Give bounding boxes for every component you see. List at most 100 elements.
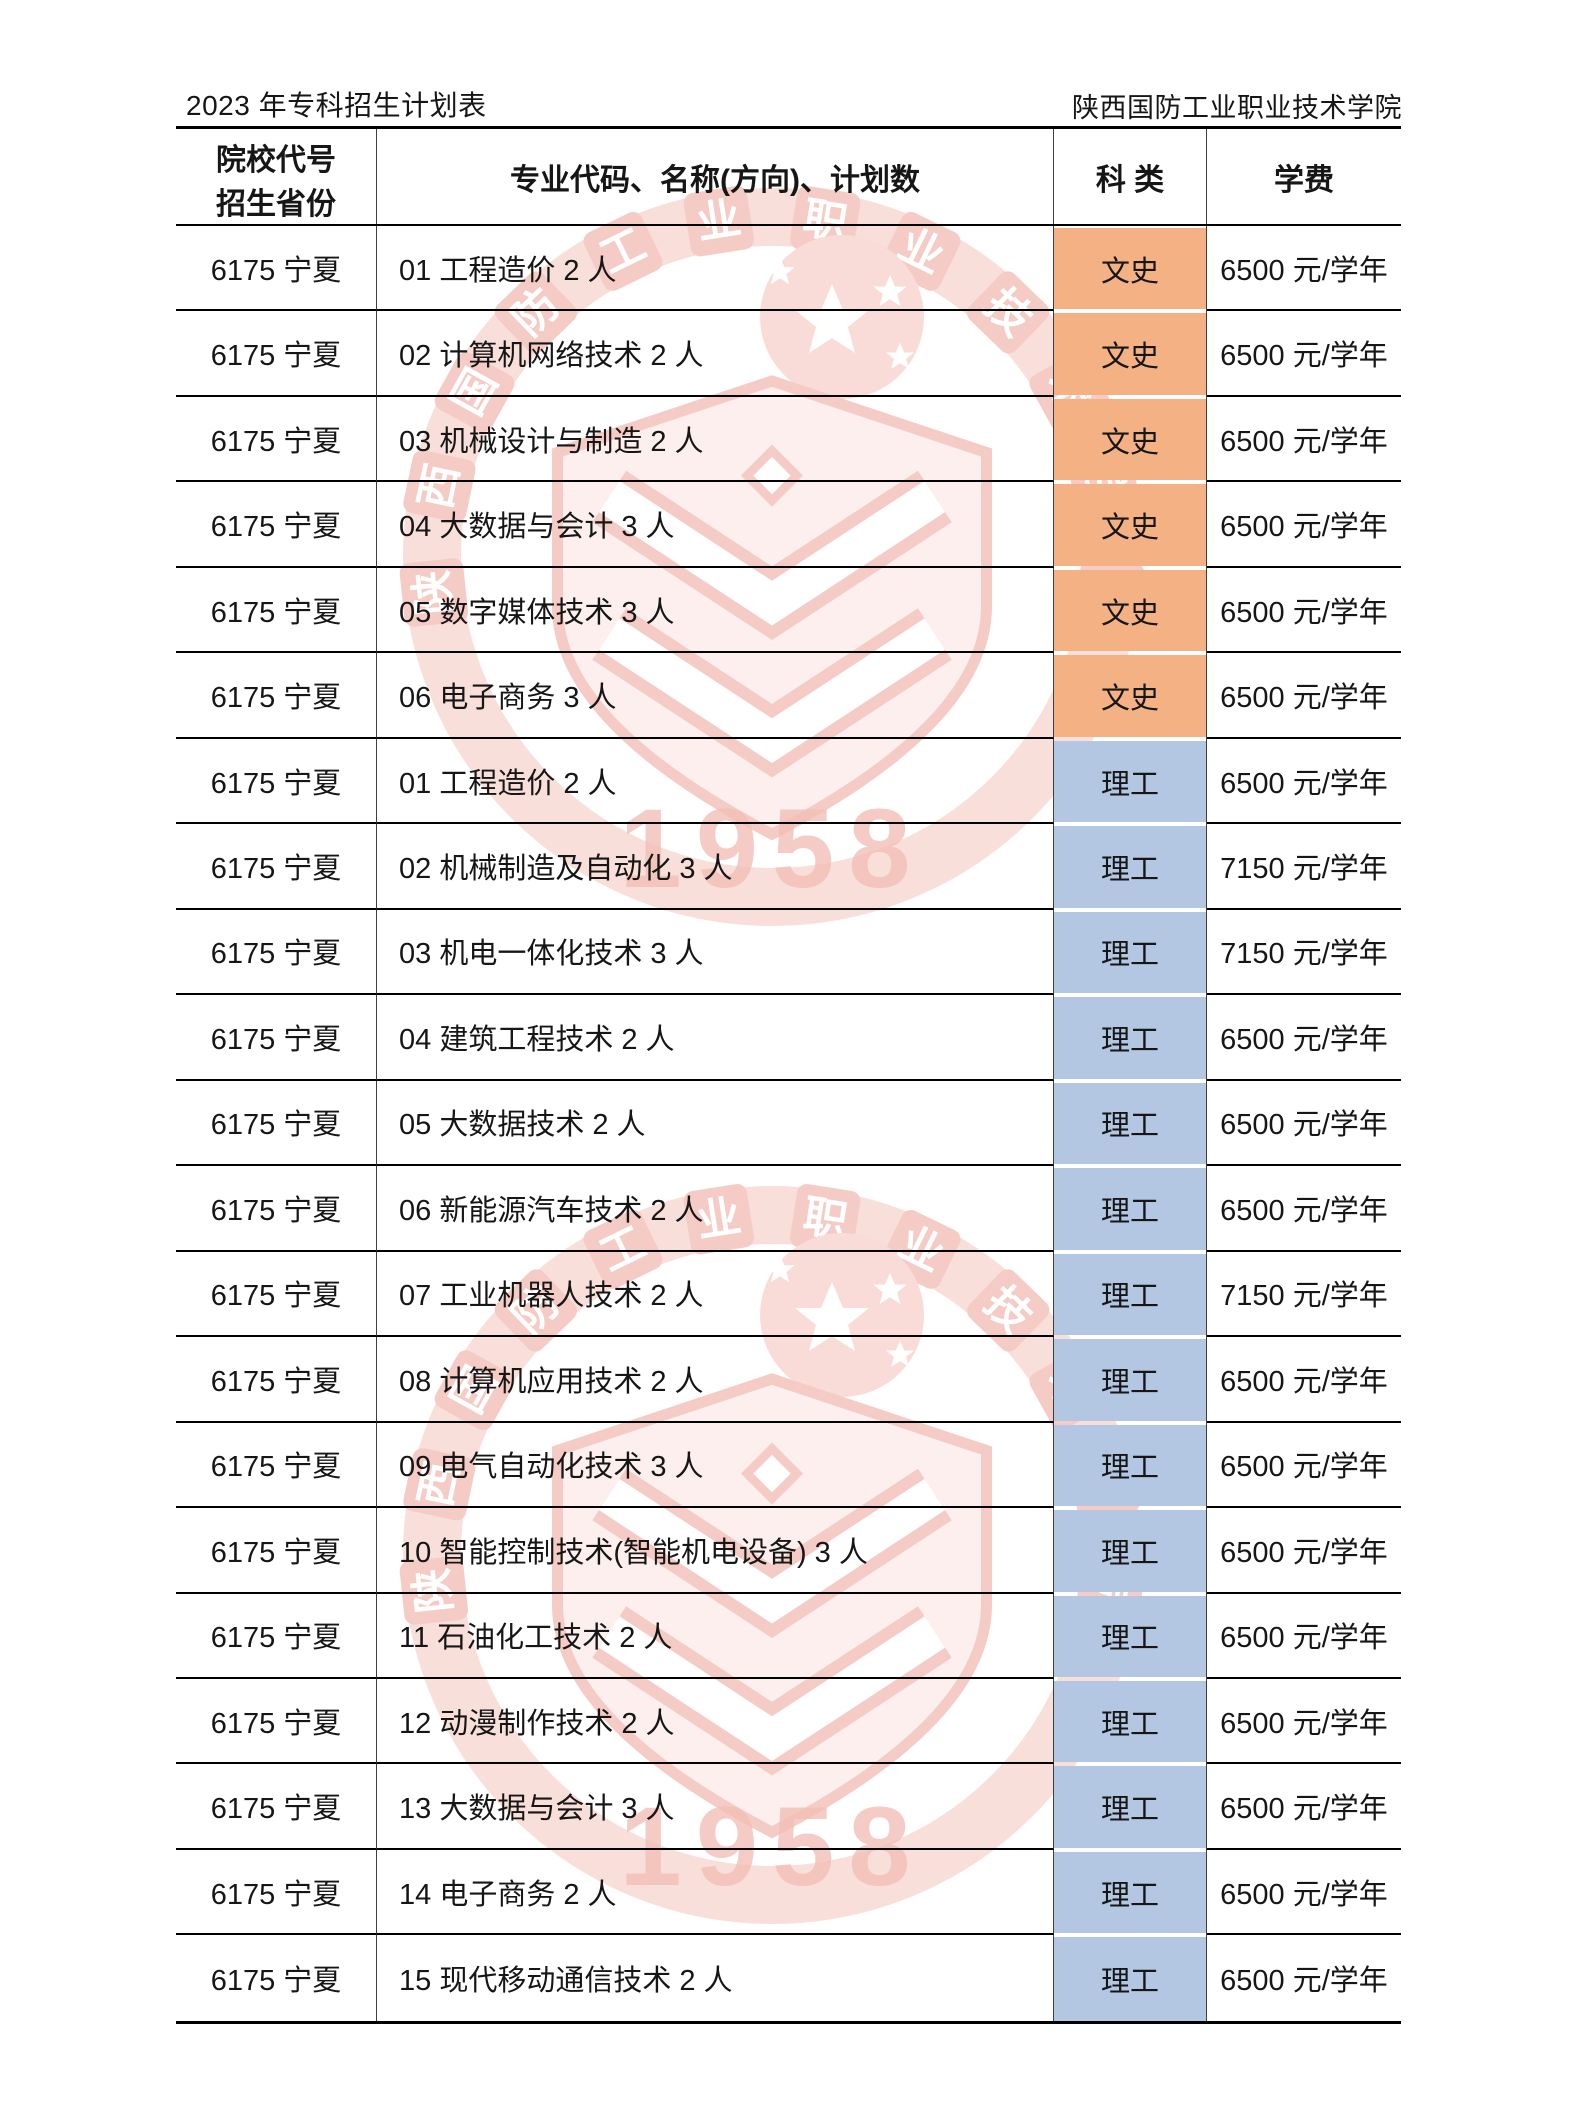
category-badge: 文史 xyxy=(1054,398,1206,481)
code-province-cell: 6175 宁夏 xyxy=(176,396,377,483)
major-cell: 11 石油化工技术 2 人 xyxy=(377,1593,1054,1679)
category-badge: 理工 xyxy=(1054,740,1206,823)
code-province-cell: 6175 宁夏 xyxy=(176,1166,377,1252)
tuition-cell: 7150 元/学年 xyxy=(1207,1252,1401,1338)
code-province-cell: 6175 宁夏 xyxy=(176,1508,377,1594)
tuition-cell: 6500 元/学年 xyxy=(1207,653,1401,739)
category-badge: 文史 xyxy=(1054,655,1206,737)
code-province-cell: 6175 宁夏 xyxy=(176,1337,377,1423)
tuition-cell: 6500 元/学年 xyxy=(1207,568,1401,654)
header-category: 科 类 xyxy=(1054,129,1207,224)
code-province-cell: 6175 宁夏 xyxy=(176,226,377,312)
header-tuition: 学费 xyxy=(1274,163,1334,197)
code-province-cell: 6175 宁夏 xyxy=(176,653,377,739)
tuition-cell: 6500 元/学年 xyxy=(1220,1965,1388,1998)
major-cell: 07 工业机器人技术 2 人 xyxy=(377,1251,1054,1338)
category-cell: 理工 xyxy=(1054,1166,1207,1252)
table-row: 6175 宁夏 04 大数据与会计 3 人 文史 6500 元/学年 xyxy=(176,482,1401,568)
category-cell: 理工 xyxy=(1054,1422,1207,1509)
table-row: 6175 宁夏 07 工业机器人技术 2 人 理工 7150 元/学年 xyxy=(176,1251,1401,1338)
category-cell: 理工 xyxy=(1054,1337,1207,1423)
header-province: 招生省份 xyxy=(216,188,336,221)
major-cell: 15 现代移动通信技术 2 人 xyxy=(377,1935,1054,2021)
category-cell: 理工 xyxy=(1054,1849,1207,1936)
table-header-row: 院校代号 招生省份 专业代码、名称(方向)、计划数 科 类 学费 xyxy=(176,126,1401,226)
code-province-cell: 6175 宁夏 xyxy=(176,1080,377,1167)
category-cell: 理工 xyxy=(1054,1593,1207,1679)
category-cell: 理工 xyxy=(1054,995,1207,1081)
tuition-cell: 6500 元/学年 xyxy=(1207,1850,1401,1936)
category-badge: 理工 xyxy=(1054,826,1206,908)
header-major: 专业代码、名称(方向)、计划数 xyxy=(377,129,1054,224)
category-cell: 理工 xyxy=(1054,1080,1207,1167)
category-cell: 理工 xyxy=(1054,1508,1207,1594)
page-title: 2023 年专科招生计划表 xyxy=(186,90,487,121)
category-badge: 理工 xyxy=(1054,1339,1206,1421)
header-college-code-province: 院校代号 招生省份 xyxy=(176,129,377,224)
table-row: 6175 宁夏 15 现代移动通信技术 2 人 理工 6500 元/学年 xyxy=(176,1935,1401,2021)
category-badge: 文史 xyxy=(1054,484,1206,566)
major-cell: 08 计算机应用技术 2 人 xyxy=(377,1337,1054,1423)
code-province-cell: 6175 宁夏 xyxy=(176,1593,377,1679)
code-province-cell: 6175 宁夏 xyxy=(176,909,377,996)
tuition-cell: 6500 元/学年 xyxy=(1207,739,1401,825)
code-province-cell: 6175 宁夏 xyxy=(176,1422,377,1509)
table-row: 6175 宁夏 05 大数据技术 2 人 理工 6500 元/学年 xyxy=(176,1080,1401,1167)
major-cell: 04 大数据与会计 3 人 xyxy=(377,482,1054,568)
tuition-cell: 6500 元/学年 xyxy=(1207,1423,1401,1509)
major-cell: 10 智能控制技术(智能机电设备) 3 人 xyxy=(377,1508,1054,1594)
code-province-cell: 6175 宁夏 xyxy=(176,311,377,397)
category-cell: 理工 xyxy=(1054,909,1207,996)
table-row: 6175 宁夏 09 电气自动化技术 3 人 理工 6500 元/学年 xyxy=(176,1422,1401,1509)
table-row: 6175 宁夏 02 计算机网络技术 2 人 文史 6500 元/学年 xyxy=(176,311,1401,397)
table-row: 6175 宁夏 01 工程造价 2 人 文史 6500 元/学年 xyxy=(176,226,1401,312)
table-row: 6175 宁夏 04 建筑工程技术 2 人 理工 6500 元/学年 xyxy=(176,995,1401,1081)
code-province-cell: 6175 宁夏 xyxy=(176,738,377,825)
major-cell: 12 动漫制作技术 2 人 xyxy=(377,1678,1054,1765)
category-cell: 理工 xyxy=(1054,1935,1207,2021)
category-badge: 理工 xyxy=(1054,1253,1206,1336)
school-name: 陕西国防工业职业技术学院 xyxy=(1072,93,1402,123)
header-college-code: 院校代号 xyxy=(216,144,336,177)
code-province-cell: 6175 宁夏 xyxy=(176,567,377,654)
category-cell: 文史 xyxy=(1054,482,1207,568)
tuition-cell: 6500 元/学年 xyxy=(1207,1337,1401,1423)
tuition-cell: 6500 元/学年 xyxy=(1207,226,1401,312)
table-row: 6175 宁夏 01 工程造价 2 人 理工 6500 元/学年 xyxy=(176,738,1401,825)
code-province-cell: 6175 宁夏 xyxy=(176,1251,377,1338)
tuition-cell: 7150 元/学年 xyxy=(1207,824,1401,910)
category-badge: 理工 xyxy=(1054,1510,1206,1592)
major-cell: 02 机械制造及自动化 3 人 xyxy=(377,824,1054,910)
category-badge: 文史 xyxy=(1054,228,1206,310)
category-cell: 文史 xyxy=(1054,311,1207,397)
major-cell: 01 工程造价 2 人 xyxy=(377,738,1054,825)
code-province-cell: 6175 宁夏 xyxy=(176,1849,377,1936)
table-row: 6175 宁夏 03 机电一体化技术 3 人 理工 7150 元/学年 xyxy=(176,909,1401,996)
tuition-cell: 6500 元/学年 xyxy=(1207,995,1401,1081)
category-cell: 文史 xyxy=(1054,396,1207,483)
table-row: 6175 宁夏 08 计算机应用技术 2 人 理工 6500 元/学年 xyxy=(176,1337,1401,1423)
tuition-cell: 6500 元/学年 xyxy=(1207,1508,1401,1594)
major-cell: 03 机械设计与制造 2 人 xyxy=(377,396,1054,483)
admission-plan-table: 院校代号 招生省份 专业代码、名称(方向)、计划数 科 类 学费 6175 宁夏… xyxy=(176,126,1401,2024)
code-province-cell: 6175 宁夏 xyxy=(176,995,377,1081)
table-row: 6175 宁夏 10 智能控制技术(智能机电设备) 3 人 理工 6500 元/… xyxy=(176,1508,1401,1594)
major-cell: 03 机电一体化技术 3 人 xyxy=(377,909,1054,996)
table-row: 6175 宁夏 14 电子商务 2 人 理工 6500 元/学年 xyxy=(176,1849,1401,1936)
table-row: 6175 宁夏 06 新能源汽车技术 2 人 理工 6500 元/学年 xyxy=(176,1166,1401,1252)
category-badge: 理工 xyxy=(1054,1766,1206,1848)
category-badge: 文史 xyxy=(1054,313,1206,395)
tuition-cell: 6500 元/学年 xyxy=(1207,482,1401,568)
tuition-cell: 6500 元/学年 xyxy=(1207,1764,1401,1850)
category-cell: 文史 xyxy=(1054,653,1207,739)
category-badge: 理工 xyxy=(1054,1937,1206,2021)
code-province-cell: 6175 宁夏 xyxy=(176,824,377,910)
major-cell: 02 计算机网络技术 2 人 xyxy=(377,311,1054,397)
table-row: 6175 宁夏 13 大数据与会计 3 人 理工 6500 元/学年 xyxy=(176,1764,1401,1850)
tuition-cell: 6500 元/学年 xyxy=(1207,1679,1401,1765)
table-row: 6175 宁夏 06 电子商务 3 人 文史 6500 元/学年 xyxy=(176,653,1401,739)
category-badge: 理工 xyxy=(1054,1851,1206,1934)
tuition-cell: 6500 元/学年 xyxy=(1207,311,1401,397)
major-cell: 05 大数据技术 2 人 xyxy=(377,1080,1054,1167)
